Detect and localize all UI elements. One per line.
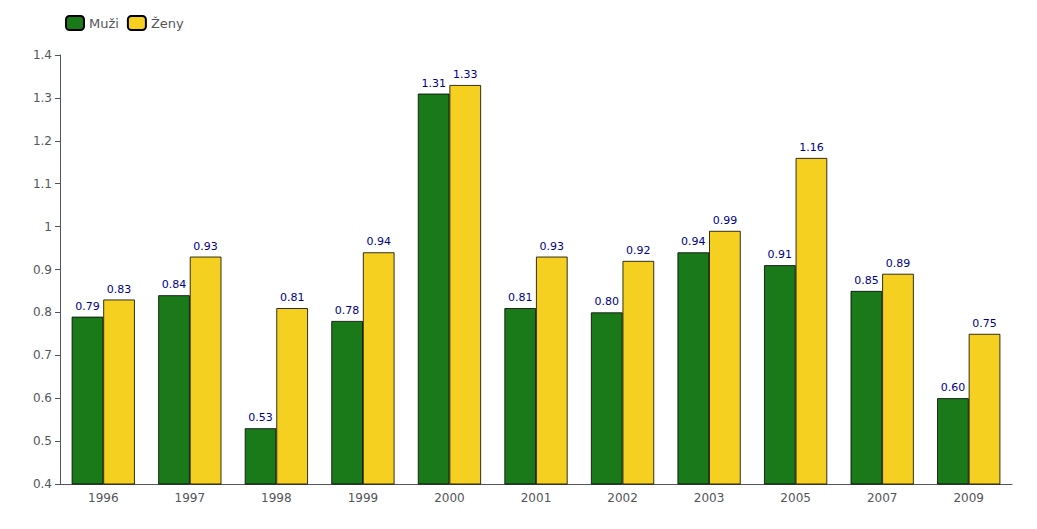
svg-text:1996: 1996 [88,491,119,505]
svg-text:1.33: 1.33 [453,68,478,81]
svg-text:0.91: 0.91 [768,248,793,261]
svg-text:0.80: 0.80 [595,295,620,308]
svg-text:0.5: 0.5 [33,434,52,448]
svg-text:2005: 2005 [780,491,811,505]
svg-text:0.81: 0.81 [280,291,305,304]
svg-text:0.6: 0.6 [33,391,52,405]
svg-text:1997: 1997 [175,491,206,505]
svg-text:0.75: 0.75 [972,317,997,330]
svg-text:1.3: 1.3 [33,91,52,105]
svg-text:Ženy: Ženy [151,16,184,31]
svg-text:0.89: 0.89 [886,257,911,270]
svg-text:0.78: 0.78 [335,304,360,317]
svg-text:0.9: 0.9 [33,263,52,277]
svg-text:2009: 2009 [953,491,984,505]
svg-text:0.4: 0.4 [33,477,52,491]
svg-text:2002: 2002 [607,491,638,505]
svg-text:0.60: 0.60 [941,381,966,394]
svg-text:0.94: 0.94 [681,235,706,248]
svg-text:2003: 2003 [694,491,725,505]
svg-text:0.93: 0.93 [540,240,565,253]
svg-text:1.16: 1.16 [799,141,824,154]
svg-text:0.83: 0.83 [107,283,131,296]
svg-text:Muži: Muži [89,16,119,31]
svg-text:2007: 2007 [867,491,898,505]
svg-text:1999: 1999 [348,491,379,505]
svg-text:0.94: 0.94 [366,235,391,248]
svg-text:0.84: 0.84 [162,278,187,291]
svg-text:1.31: 1.31 [421,77,446,90]
svg-text:1.2: 1.2 [33,134,52,148]
svg-text:1: 1 [44,220,52,234]
svg-text:2001: 2001 [521,491,552,505]
svg-text:1.1: 1.1 [33,177,52,191]
svg-text:0.92: 0.92 [626,244,651,257]
svg-text:2000: 2000 [434,491,465,505]
svg-text:0.79: 0.79 [75,300,100,313]
svg-text:0.93: 0.93 [193,240,218,253]
svg-text:0.81: 0.81 [508,291,533,304]
svg-text:1998: 1998 [261,491,292,505]
svg-text:0.99: 0.99 [713,214,738,227]
svg-text:1.4: 1.4 [33,48,52,62]
svg-text:0.8: 0.8 [33,305,52,319]
svg-text:0.53: 0.53 [248,411,273,424]
svg-text:0.85: 0.85 [854,274,879,287]
svg-text:0.7: 0.7 [33,348,52,362]
